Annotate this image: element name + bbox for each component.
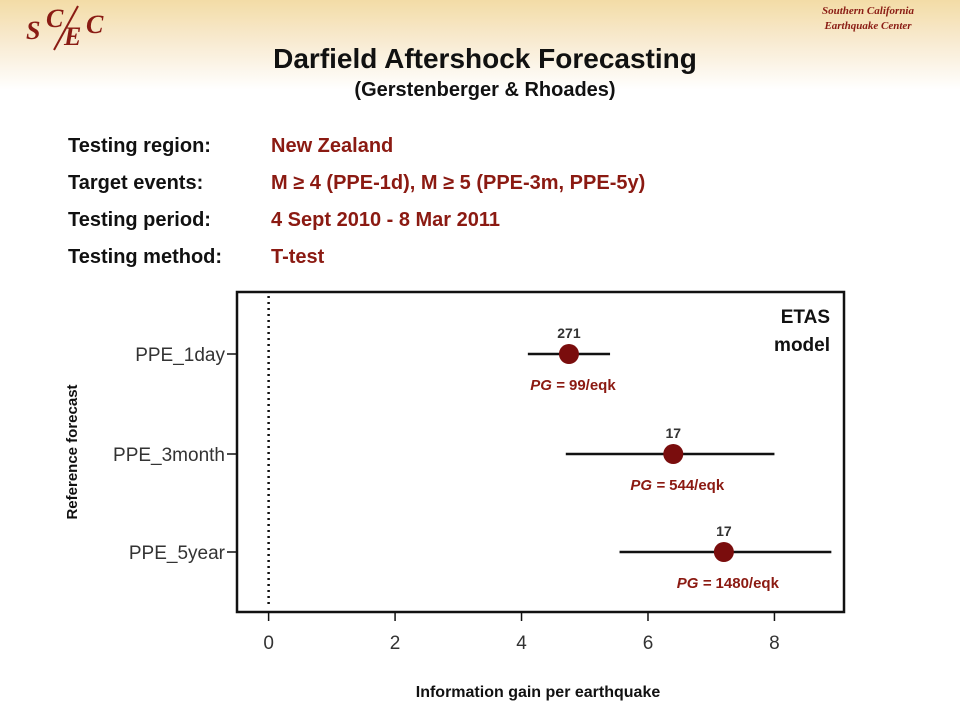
pg-label: PG = 1480/eqk xyxy=(677,575,780,592)
org-name: Southern California Earthquake Center xyxy=(788,4,948,34)
count-label: 17 xyxy=(716,523,732,539)
info-row-region: Testing region: New Zealand xyxy=(68,128,645,165)
scec-logo: S C E C xyxy=(22,4,112,52)
info-row-period: Testing period: 4 Sept 2010 - 8 Mar 2011 xyxy=(68,202,645,239)
count-label: 17 xyxy=(665,425,681,441)
pg-value: 99/eqk xyxy=(569,377,616,394)
count-label: 271 xyxy=(557,325,581,341)
y-tick-label: PPE_1day xyxy=(135,345,225,366)
testing-info: Testing region: New Zealand Target event… xyxy=(68,128,645,276)
info-label: Testing period: xyxy=(68,209,211,231)
annotation-line-2: model xyxy=(774,335,830,356)
info-value: M ≥ 4 (PPE-1d), M ≥ 5 (PPE-3m, PPE-5y) xyxy=(271,172,646,194)
logo-slash-icon xyxy=(53,5,79,51)
pg-label: PG = 99/eqk xyxy=(530,377,616,394)
logo-letter-c1: C xyxy=(46,4,64,33)
org-line-1: Southern California xyxy=(821,5,914,17)
pg-prefix: PG = xyxy=(630,477,669,494)
data-point xyxy=(713,542,734,562)
y-axis-label: Reference forecast xyxy=(64,384,81,519)
pg-prefix: PG = xyxy=(530,377,569,394)
logo-letter-s: S xyxy=(26,16,41,45)
annotation-line-1: ETAS xyxy=(781,307,830,328)
logo-letter-c2: C xyxy=(86,10,104,39)
pg-value: 544/eqk xyxy=(669,477,725,494)
pg-prefix: PG = xyxy=(677,575,716,592)
info-row-target: Target events: M ≥ 4 (PPE-1d), M ≥ 5 (PP… xyxy=(68,165,645,202)
page-subtitle: (Gerstenberger & Rhoades) xyxy=(354,79,616,101)
page-title: Darfield Aftershock Forecasting xyxy=(273,43,697,74)
data-point xyxy=(558,344,579,364)
pg-value: 1480/eqk xyxy=(716,575,780,592)
y-tick-label: PPE_3month xyxy=(113,445,225,466)
x-tick-label: 8 xyxy=(769,633,780,654)
x-tick-label: 4 xyxy=(516,633,527,654)
x-tick-label: 6 xyxy=(643,633,654,654)
plot-frame xyxy=(235,290,846,614)
info-label: Testing region: xyxy=(68,135,211,157)
info-value: T-test xyxy=(271,246,325,268)
org-line-2: Earthquake Center xyxy=(824,20,912,32)
chart-marks: 0 2 4 6 8 PPE_1day PPE_3month PPE_5year 271 PG = … xyxy=(113,296,832,654)
logo-letter-e: E xyxy=(64,22,82,51)
x-tick-label: 0 xyxy=(263,633,274,654)
x-tick-label: 2 xyxy=(390,633,401,654)
info-row-method: Testing method: T-test xyxy=(68,239,645,276)
header-band xyxy=(0,0,960,90)
info-label: Target events: xyxy=(68,172,204,194)
y-tick-label: PPE_5year xyxy=(129,543,226,564)
data-point xyxy=(663,444,684,464)
x-axis-label: Information gain per earthquake xyxy=(416,684,661,701)
info-value: 4 Sept 2010 - 8 Mar 2011 xyxy=(271,209,501,231)
pg-label: PG = 544/eqk xyxy=(630,477,724,494)
info-value: New Zealand xyxy=(271,135,394,157)
info-label: Testing method: xyxy=(68,246,223,268)
